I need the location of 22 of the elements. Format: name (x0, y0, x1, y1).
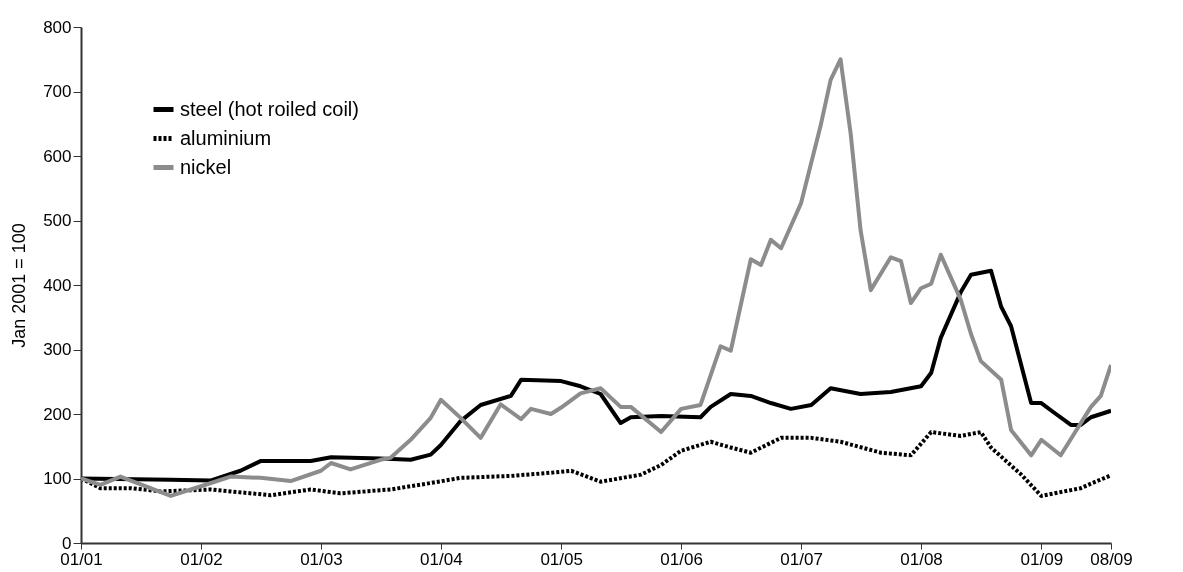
y-tick-label: 700 (43, 82, 72, 101)
y-tick-label: 200 (43, 404, 72, 424)
x-tick-label: 01/05 (540, 549, 583, 569)
x-tick-label: 01/03 (300, 549, 343, 569)
line-series (81, 57, 1111, 498)
y-tick-label: 300 (43, 340, 72, 359)
y-tick-label: 800 (43, 17, 72, 37)
x-tick-label: 01/07 (780, 549, 823, 569)
x-tick-label: 01/08 (900, 549, 943, 569)
y-tick-label: 600 (43, 146, 72, 166)
legend-label: aluminium (180, 126, 272, 149)
x-tick-label: 08/09 (1090, 549, 1133, 569)
y-tick-label: 400 (43, 275, 72, 295)
x-tick-label: 01/09 (1020, 549, 1064, 569)
legend-label: steel (hot roiled coil) (180, 97, 359, 120)
x-tick-label: 01/04 (420, 549, 463, 569)
x-tick-label: 01/06 (660, 549, 703, 569)
x-tick-label: 01/02 (180, 549, 223, 569)
y-tick-label: 100 (43, 469, 72, 488)
y-tick-label: 500 (43, 211, 72, 230)
legend-label: nickel (180, 155, 232, 178)
y-axis-title: Jan 2001 = 100 (9, 223, 30, 348)
